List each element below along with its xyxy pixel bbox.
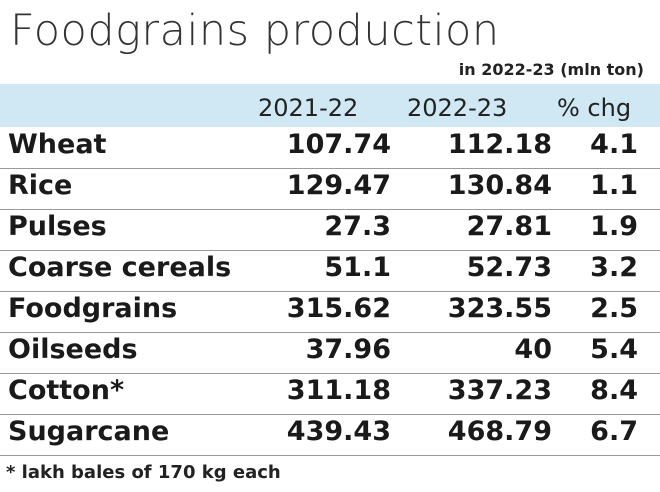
column-header-2022-23: 2022-23 <box>407 94 508 122</box>
chart-title: Foodgrains production <box>10 6 500 56</box>
value-2022-23: 52.73 <box>466 252 552 283</box>
value-pct-chg: 5.4 <box>590 334 638 365</box>
value-2021-22: 311.18 <box>286 375 391 406</box>
value-2022-23: 112.18 <box>447 129 552 160</box>
value-2022-23: 323.55 <box>447 293 552 324</box>
value-pct-chg: 1.9 <box>590 211 638 242</box>
table-header <box>0 84 660 127</box>
table-row: Oilseeds 37.96 40 5.4 <box>0 332 660 374</box>
table-row: Rice 129.47 130.84 1.1 <box>0 168 660 210</box>
value-pct-chg: 1.1 <box>590 170 638 201</box>
row-label: Oilseeds <box>8 334 138 365</box>
value-2021-22: 315.62 <box>286 293 391 324</box>
value-2021-22: 27.3 <box>324 211 391 242</box>
table-row: Sugarcane 439.43 468.79 6.7 <box>0 414 660 456</box>
value-2022-23: 468.79 <box>447 416 552 447</box>
row-label: Wheat <box>8 129 107 160</box>
value-pct-chg: 2.5 <box>590 293 638 324</box>
footnote: * lakh bales of 170 kg each <box>6 462 281 483</box>
value-pct-chg: 8.4 <box>590 375 638 406</box>
value-2022-23: 40 <box>514 334 552 365</box>
row-label: Cotton* <box>8 375 125 406</box>
value-2021-22: 107.74 <box>286 129 391 160</box>
value-2022-23: 130.84 <box>447 170 552 201</box>
column-header-pct-chg: % chg <box>557 94 632 122</box>
table-row: Wheat 107.74 112.18 4.1 <box>0 127 660 169</box>
row-label: Foodgrains <box>8 293 178 324</box>
value-2022-23: 27.81 <box>466 211 552 242</box>
table-row: Cotton* 311.18 337.23 8.4 <box>0 373 660 415</box>
row-label: Coarse cereals <box>8 252 232 283</box>
column-header-2021-22: 2021-22 <box>258 94 359 122</box>
value-pct-chg: 6.7 <box>590 416 638 447</box>
row-label: Rice <box>8 170 73 201</box>
row-label: Sugarcane <box>8 416 170 447</box>
value-2021-22: 129.47 <box>286 170 391 201</box>
row-label: Pulses <box>8 211 107 242</box>
table-row: Pulses 27.3 27.81 1.9 <box>0 209 660 251</box>
value-pct-chg: 4.1 <box>590 129 638 160</box>
chart-subtitle: in 2022-23 (mln ton) <box>458 60 644 79</box>
value-pct-chg: 3.2 <box>590 252 638 283</box>
table-row: Coarse cereals 51.1 52.73 3.2 <box>0 250 660 292</box>
value-2021-22: 37.96 <box>305 334 391 365</box>
table-row: Foodgrains 315.62 323.55 2.5 <box>0 291 660 333</box>
value-2021-22: 51.1 <box>324 252 391 283</box>
value-2022-23: 337.23 <box>447 375 552 406</box>
value-2021-22: 439.43 <box>286 416 391 447</box>
